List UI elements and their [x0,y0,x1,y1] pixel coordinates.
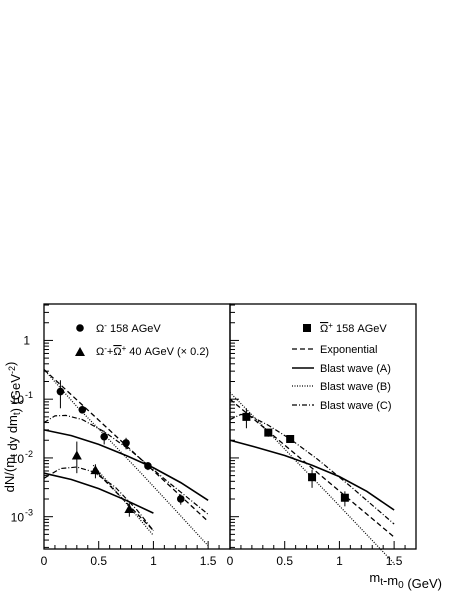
curve-blast-wave-c- [229,413,395,525]
curve-blast-wave-a- [43,429,209,501]
data-point-circle [176,495,185,503]
data-point-circle [78,405,87,414]
legend-omega-158-label: Ω- 158 AGeV [96,321,161,335]
data-point-triangle [90,465,101,475]
left-panel-frame [43,303,231,550]
curve-blast-wave-a- [43,472,154,514]
data-point-square [264,428,273,437]
legend-blastwave-b-label: Blast wave (B) [320,381,391,393]
legend-blastwave-a-label: Blast wave (A) [320,363,391,375]
data-point-circle [100,432,108,441]
y-tick-label: 10 [11,511,25,525]
x-tick-label: 0 [41,554,48,568]
data-point-triangle [124,504,135,514]
right-axis-ticks: 0 0.5 1 1.5 [227,304,417,568]
y-tick-label: 10 [11,452,25,466]
x-tick-label: 1 [150,554,157,568]
right-legend: Ω+ 158 AGeV Exponential Blast wave (A) B… [292,321,392,412]
x-tick-label: 0.5 [90,554,107,568]
right-panel-frame [229,303,417,550]
right-data-points [242,408,349,507]
left-data-points [56,380,185,517]
x-tick-label: 0.5 [276,554,293,568]
legend-exponential-label: Exponential [320,344,378,356]
legend-antiomega-158-label: Ω+ 158 AGeV [320,321,387,335]
x-axis-title: mt-m0 (GeV) [369,570,442,591]
y-axis-title: dN/(mt dy dmt) (GeV-2) [2,362,23,493]
x-tick-label: 1 [336,554,343,568]
legend-blastwave-c-label: Blast wave (C) [320,400,392,412]
data-point-circle [122,439,130,447]
x-tick-label: 0 [227,554,234,568]
data-point-square [242,412,251,421]
curve-exponential [229,398,395,538]
legend-circle-marker [76,324,84,332]
curve-blast-wave-b- [92,464,154,536]
left-model-curves [43,369,209,547]
curve-blast-wave-a- [229,439,395,511]
y-tick-exponent: -2 [25,449,33,459]
curve-blast-wave-b- [43,369,209,547]
y-tick-label: 1 [23,333,30,347]
x-tick-label: 1.5 [200,554,217,568]
y-tick-exponent: -1 [25,390,33,400]
x-tick-label: 1.5 [386,554,403,568]
data-point-square [308,473,317,482]
legend-triangle-marker [75,347,85,356]
left-legend: Ω- 158 AGeV Ω-+Ω+ 40 AGeV (× 0.2) [75,321,209,358]
curve-blast-wave-c- [43,414,209,515]
y-tick-exponent: -3 [25,508,33,518]
data-point-square [340,493,349,502]
data-point-circle [56,387,65,396]
legend-omega-40-label: Ω-+Ω+ 40 AGeV (× 0.2) [96,344,209,358]
legend-square-marker [303,324,311,332]
y-tick-label: 10 [11,393,25,407]
data-point-square [286,435,295,444]
data-point-triangle [71,450,82,460]
data-point-circle [144,462,152,470]
